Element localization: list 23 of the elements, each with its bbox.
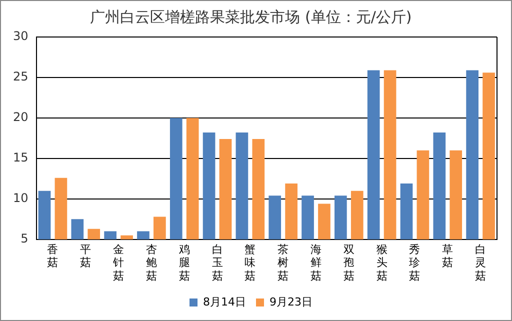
x-tick-label: 茶树菇: [278, 242, 289, 282]
x-tick-label: 平菇: [80, 242, 92, 270]
x-tick-label: 秀珍菇: [409, 242, 420, 282]
x-tick-label: 杏鲍菇: [146, 242, 157, 282]
x-tick-label: 草菇: [442, 242, 454, 270]
x-tick-label: 海鲜菇: [310, 242, 322, 282]
y-tick-label: 30: [12, 29, 28, 44]
x-tick-label: 香菇: [47, 242, 58, 270]
legend-label: 9月23日: [270, 295, 312, 308]
x-tick-label: 蟹味菇: [244, 242, 256, 282]
legend-label: 8月14日: [203, 295, 246, 308]
y-tick-label: 20: [12, 110, 28, 124]
x-tick-label: 白灵菇: [475, 242, 486, 282]
x-tick-label: 鸡腿菇: [178, 242, 190, 282]
x-tick-label: 金针菇: [112, 242, 124, 282]
y-tick-label: 5: [20, 232, 28, 246]
x-tick-label: 白玉菇: [212, 242, 223, 282]
y-tick-label: 25: [12, 70, 28, 84]
chart-title: 广州白云区增槎路果菜批发市场 (单位：元/公斤): [90, 8, 412, 26]
x-tick-label: 猴头菇: [376, 242, 388, 282]
x-tick-label: 双孢菇: [343, 242, 354, 282]
y-tick-label: 15: [12, 150, 28, 165]
y-tick-label: 10: [12, 191, 28, 206]
